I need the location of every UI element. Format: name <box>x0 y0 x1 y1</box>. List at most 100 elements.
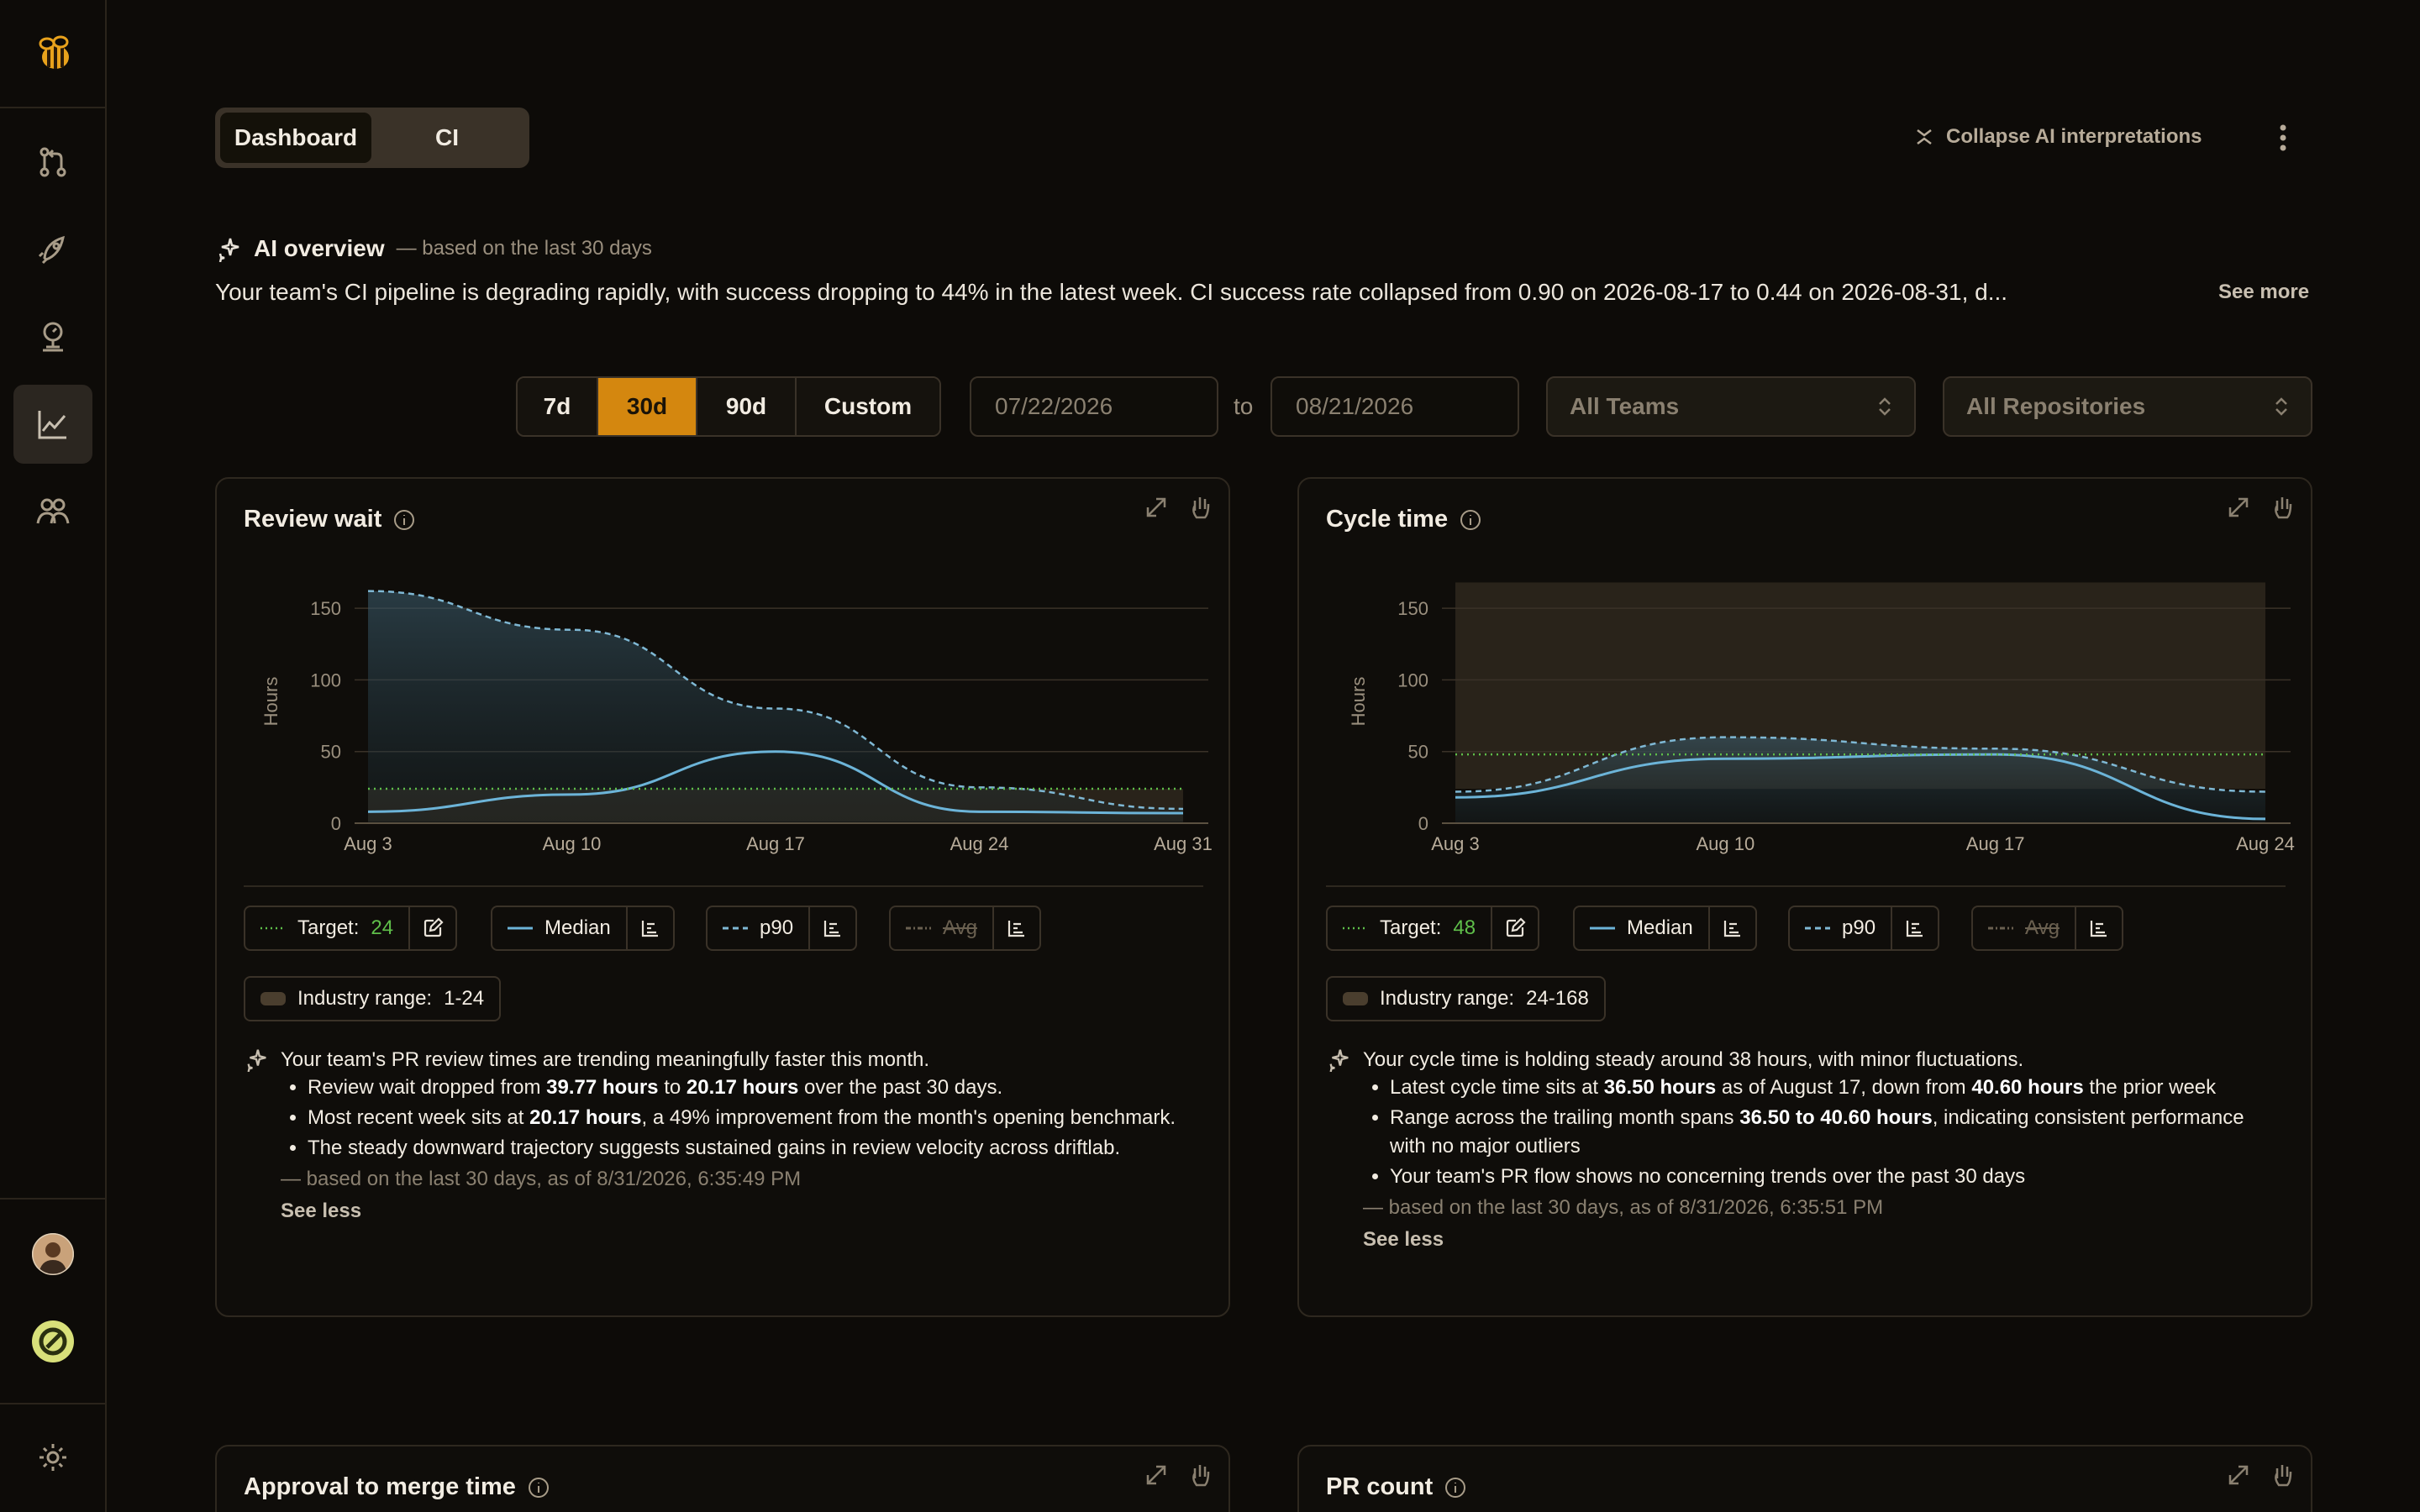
user-avatar[interactable] <box>32 1233 74 1275</box>
collapse-ai-label: Collapse AI interpretations <box>1946 125 2202 148</box>
ai-interpretation: Your team's PR review times are trending… <box>244 1047 1202 1223</box>
drag-handle-icon[interactable] <box>2269 1462 2296 1488</box>
see-less-link[interactable]: See less <box>1363 1228 1444 1251</box>
nav-teams[interactable] <box>13 472 92 551</box>
tab-ci[interactable]: CI <box>435 124 459 150</box>
review-wait-chart: 0 50 100 150 Hours Aug 3 Aug 10 Aug 17 Aug 24 Aug… <box>260 590 1213 854</box>
nav-analytics[interactable] <box>13 385 92 464</box>
range-90d[interactable]: 90d <box>697 378 797 435</box>
p90-line <box>1455 736 2266 793</box>
card-title: PR count <box>1326 1473 1434 1500</box>
y-tick-label: 150 <box>310 598 341 619</box>
nav-deployments[interactable] <box>13 210 92 289</box>
ai-interpretation: Your cycle time is holding steady around… <box>1326 1047 2284 1252</box>
median-legend-icon <box>1590 927 1615 930</box>
info-icon[interactable] <box>393 509 415 531</box>
drag-handle-icon[interactable] <box>1186 1462 1213 1488</box>
org-avatar[interactable] <box>32 1320 74 1362</box>
see-less-link[interactable]: See less <box>281 1200 362 1222</box>
sidebar-divider <box>0 107 105 108</box>
drag-handle-icon[interactable] <box>2269 494 2296 521</box>
collapse-ai-button[interactable]: Collapse AI interpretations <box>1914 123 2202 151</box>
median-legend-icon <box>508 927 533 930</box>
edit-target-button[interactable] <box>1491 907 1538 949</box>
expand-icon[interactable] <box>2225 494 2252 521</box>
expand-icon[interactable] <box>1143 494 1170 521</box>
drag-handle-icon[interactable] <box>1186 494 1213 521</box>
p90-toggle-button[interactable] <box>808 907 855 949</box>
info-icon[interactable] <box>1460 509 1481 531</box>
end-date-input[interactable]: 08/21/2026 <box>1270 376 1519 437</box>
y-axis-label: Hours <box>1348 677 1369 727</box>
avg-pill: Avg <box>889 906 1041 951</box>
edit-icon <box>1506 917 1526 937</box>
card-title: Cycle time <box>1326 506 1449 533</box>
start-date-input[interactable]: 07/22/2026 <box>970 376 1218 437</box>
edit-target-button[interactable] <box>408 907 455 949</box>
sparkle-icon <box>247 1049 266 1072</box>
nav-settings[interactable] <box>13 1418 92 1497</box>
nav-pull-requests[interactable] <box>13 123 92 202</box>
industry-range-pill: Industry range: 24-168 <box>1326 976 1606 1021</box>
interpretation-heading: Your cycle time is holding steady around… <box>1363 1048 2024 1071</box>
collapse-icon <box>1917 129 1932 144</box>
ai-overview-subtitle: — based on the last 30 days <box>396 237 652 260</box>
edit-icon <box>424 917 444 937</box>
x-tick-label: Aug 24 <box>2236 833 2295 854</box>
range-custom[interactable]: Custom <box>797 378 939 435</box>
line-chart-icon <box>38 411 66 439</box>
ai-overview-header: AI overview — based on the last 30 days <box>215 235 652 262</box>
list-item: Most recent week sits at 20.17 hours, a … <box>308 1104 1202 1132</box>
avg-toggle-button[interactable] <box>992 907 1039 949</box>
p90-legend-icon <box>1805 927 1830 930</box>
median-toggle-button[interactable] <box>625 907 673 949</box>
based-on-note: — based on the last 30 days, as of 8/31/… <box>281 1168 802 1190</box>
industry-label: Industry range: <box>1380 987 1515 1010</box>
approval-to-merge-card: Approval to merge time <box>215 1445 1230 1512</box>
expand-icon[interactable] <box>2225 1462 2252 1488</box>
median-pill: Median <box>1573 906 1757 951</box>
median-line <box>1455 753 2266 821</box>
review-wait-card: Review wait 0 50 100 150 Hours Aug 3 Aug 10 Aug… <box>215 477 1230 1317</box>
gear-icon <box>39 1444 66 1471</box>
tab-dashboard[interactable]: Dashboard <box>220 113 371 163</box>
avg-label: Avg <box>2025 916 2060 939</box>
y-tick-label: 150 <box>1397 598 1428 619</box>
list-item: Review wait dropped from 39.77 hours to … <box>308 1074 1202 1102</box>
avg-legend-icon <box>906 927 931 930</box>
more-options-icon[interactable] <box>2269 121 2297 155</box>
bar-chart-icon <box>1007 921 1024 937</box>
y-tick-label: 100 <box>1397 669 1428 690</box>
p90-line <box>367 590 1184 811</box>
expand-icon[interactable] <box>1143 1462 1170 1488</box>
y-tick-label: 50 <box>1408 742 1428 763</box>
cycle-time-card: Cycle time 0 50 100 150 Hours Aug 3 Aug 10 Aug … <box>1297 477 2312 1317</box>
y-tick-label: 100 <box>310 669 341 690</box>
info-icon[interactable] <box>1444 1477 1466 1499</box>
avg-label: Avg <box>943 916 977 939</box>
avg-toggle-button[interactable] <box>2074 907 2122 949</box>
range-30d[interactable]: 30d <box>598 378 697 435</box>
range-7d[interactable]: 7d <box>518 378 598 435</box>
target-label: Target: <box>297 916 360 939</box>
target-legend-icon <box>260 927 286 930</box>
pr-count-card: PR count <box>1297 1445 2312 1512</box>
p90-legend-icon <box>723 927 748 930</box>
median-toggle-button[interactable] <box>1707 907 1755 949</box>
gauge-icon <box>43 322 63 352</box>
p90-toggle-button[interactable] <box>1891 907 1938 949</box>
p90-label: p90 <box>1842 916 1876 939</box>
median-pill: Median <box>491 906 675 951</box>
bee-logo-icon[interactable] <box>30 30 77 77</box>
see-more-link[interactable]: See more <box>2218 281 2310 303</box>
team-select[interactable]: All Teams <box>1546 376 1916 437</box>
nav-incidents[interactable] <box>13 297 92 376</box>
target-value: 24 <box>371 916 394 939</box>
info-icon[interactable] <box>528 1477 550 1499</box>
card-divider <box>1326 885 2286 887</box>
x-tick-label: Aug 24 <box>950 833 1009 854</box>
repository-select[interactable]: All Repositories <box>1943 376 2312 437</box>
x-tick-label: Aug 10 <box>1696 833 1754 854</box>
card-title: Review wait <box>244 506 382 533</box>
industry-label: Industry range: <box>297 987 433 1010</box>
